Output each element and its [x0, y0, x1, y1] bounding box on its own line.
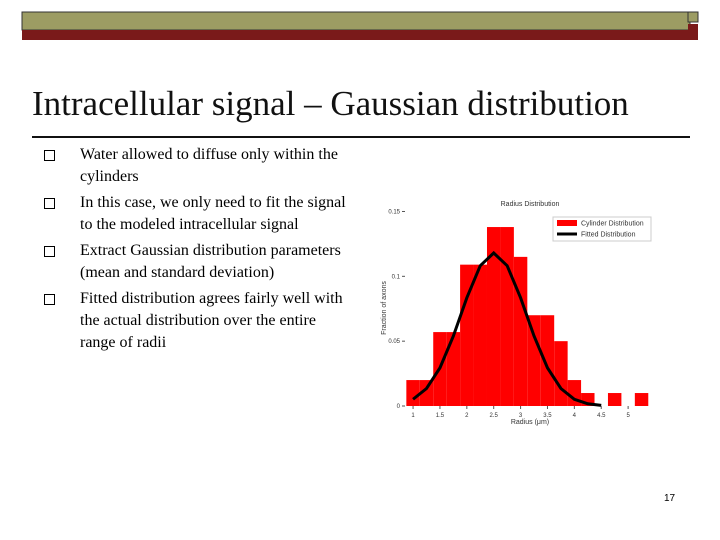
- x-tick-label: 2.5: [490, 413, 499, 419]
- x-tick-label: 2: [465, 413, 469, 419]
- bar: [473, 264, 487, 406]
- x-tick-label: 4: [573, 413, 577, 419]
- bar: [460, 264, 474, 406]
- x-tick-label: 4.5: [597, 413, 606, 419]
- bar: [513, 256, 528, 406]
- header-square: [688, 24, 698, 40]
- fit-line: [412, 250, 602, 407]
- chart-title: Radius Distribution: [501, 201, 560, 208]
- header-square: [687, 11, 699, 23]
- bar: [607, 393, 622, 406]
- bullet-list: Water allowed to diffuse only within the…: [44, 144, 354, 358]
- bar: [634, 393, 649, 406]
- x-tick-label: 1.5: [436, 413, 445, 419]
- title-rule: [32, 136, 690, 138]
- y-tick-label: 0.1: [392, 274, 401, 280]
- bar: [500, 227, 514, 406]
- bar: [554, 341, 568, 406]
- y-tick-label: 0.05: [388, 339, 400, 345]
- x-tick-label: 5: [626, 413, 630, 419]
- legend-label: Fitted Distribution: [581, 232, 636, 239]
- legend-swatch: [557, 220, 577, 226]
- bullet: Extract Gaussian distribution parameters…: [44, 240, 354, 284]
- bullet: In this case, we only need to fit the si…: [44, 192, 354, 236]
- x-tick-label: 1: [411, 413, 415, 419]
- x-axis-label: Radius (μm): [511, 419, 549, 426]
- bar: [419, 380, 434, 406]
- bar: [406, 380, 420, 406]
- bar: [540, 315, 555, 406]
- page-number: 17: [664, 493, 676, 504]
- header-stripe: [22, 30, 690, 40]
- y-tick-label: 0.15: [388, 209, 400, 215]
- x-tick-label: 3: [519, 413, 523, 419]
- bar: [446, 332, 461, 406]
- bullet: Fitted distribution agrees fairly well w…: [44, 288, 354, 354]
- bullet: Water allowed to diffuse only within the…: [44, 144, 354, 188]
- bar: [486, 227, 501, 406]
- y-tick-label: 0: [397, 404, 401, 410]
- legend-label: Cylinder Distribution: [581, 221, 644, 228]
- bar: [527, 315, 541, 406]
- slide-title: Intracellular signal – Gaussian distribu…: [32, 84, 629, 123]
- y-axis-label: Fraction of axons: [381, 281, 388, 335]
- x-tick-label: 3.5: [543, 413, 552, 419]
